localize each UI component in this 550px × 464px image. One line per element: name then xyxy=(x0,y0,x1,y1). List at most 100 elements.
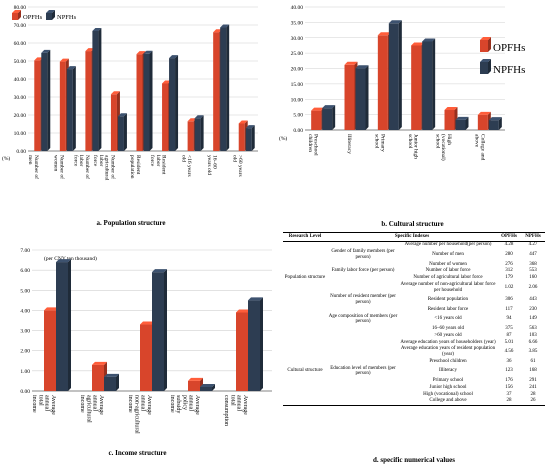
cell-opfhs: 280 xyxy=(505,251,513,257)
cell-level xyxy=(283,326,327,333)
cell-npfhs: 61 xyxy=(530,358,536,364)
category-label: Averageannualpolicysubsidyincome xyxy=(169,395,200,415)
table-row: Age composition of members (per person) <… xyxy=(283,313,545,326)
y-tick-label: 80.00 xyxy=(14,5,27,11)
cell-index: Illiteracy xyxy=(438,368,458,374)
cell-group xyxy=(327,326,399,333)
cell-npfhs: 168 xyxy=(529,368,537,374)
category-label: Junior highschool xyxy=(407,134,419,159)
legend-opfhs: OPFHs xyxy=(480,37,525,54)
cell-opfhs: 117 xyxy=(505,306,513,312)
category-label: Averageannualnon-agriculturalincome xyxy=(127,395,152,434)
cell-opfhs: 36 xyxy=(506,358,512,364)
cell-index: <16 years old xyxy=(434,316,462,322)
cell-npfhs: 149 xyxy=(529,316,537,322)
bar-npfhs-2 xyxy=(92,27,102,151)
category-label: Illiteracy xyxy=(346,134,352,154)
bar-npfhs-8 xyxy=(245,125,255,151)
category-label: Number ofmen xyxy=(27,155,40,179)
cell-group xyxy=(327,241,399,248)
header-research-level: Research Level xyxy=(283,232,327,242)
cell-group xyxy=(327,358,399,365)
table-row: Primary school 176 291 xyxy=(283,378,545,385)
y-tick-label: 50.00 xyxy=(14,59,27,65)
cell-index: Number of women xyxy=(429,261,467,267)
table-row: >60 years old 87 103 xyxy=(283,332,545,339)
y-tick-label: 10.00 xyxy=(291,97,304,103)
numerical-values-table-panel: Research Level Specific Indexes OPFHs NP… xyxy=(283,232,545,464)
y-tick-label: 4.00 xyxy=(20,308,30,314)
legend-label: NPFHs xyxy=(57,14,77,21)
y-tick-label: 2.00 xyxy=(20,349,30,355)
cell-group: Gender of family members (per person) xyxy=(331,249,395,260)
y-tick-label: 35.00 xyxy=(291,20,304,26)
cell-group: Age composition of members (per person) xyxy=(328,313,398,325)
population-chart-svg: 0.00 10.00 20.00 30.00 40.00 50.00 60.00 70.00 8… xyxy=(2,5,258,181)
cell-level xyxy=(283,339,327,346)
bar-npfhs-5 xyxy=(169,55,179,152)
table-row: Average number per household(per person)… xyxy=(283,241,545,248)
cell-index: Number of men xyxy=(432,251,464,257)
cell-index: Preschool children xyxy=(429,358,467,364)
cell-index: Primary school xyxy=(432,378,464,383)
cell-group xyxy=(327,346,399,359)
cell-group xyxy=(327,332,399,339)
cell-index: College and above xyxy=(399,397,497,406)
cell-level xyxy=(283,249,327,262)
cultural-chart-svg: 0.00 5.00 10.00 15.00 20.00 25.00 30.00 35.00 40… xyxy=(279,5,525,161)
cell-group xyxy=(327,306,399,313)
y-tick-label: 6.00 xyxy=(20,268,30,274)
table-row: 16–60 years old 375 563 xyxy=(283,326,545,333)
cell-level xyxy=(283,397,327,406)
y-tick-label: 10.00 xyxy=(14,131,27,137)
y-tick-label: 5.00 xyxy=(293,113,303,119)
y-tick-label: 30.00 xyxy=(14,95,27,101)
cell-level: Population structure xyxy=(284,275,326,280)
cell-group xyxy=(327,397,399,406)
header-npfhs: NPFHs xyxy=(521,232,545,242)
table-caption: d. specific numerical values xyxy=(372,456,456,464)
y-tick-label: 70.00 xyxy=(14,23,27,29)
cell-opfhs: 375 xyxy=(505,326,513,331)
cell-level: Cultural structure xyxy=(287,368,323,374)
category-label: Averageannualtotalconsumption xyxy=(223,395,248,426)
y-tick-label: 0.00 xyxy=(16,149,26,155)
cell-npfhs: 368 xyxy=(529,261,537,267)
cell-index: >60 years old xyxy=(434,332,462,338)
y-tick-label: 40.00 xyxy=(14,77,27,83)
bar-npfhs-3 xyxy=(117,113,127,151)
category-label: 16–60years old xyxy=(206,155,218,175)
cell-npfhs: 443 xyxy=(529,297,537,303)
header-specific-indexes: Specific Indexes xyxy=(327,232,497,242)
y-tick-label: 5.00 xyxy=(20,288,30,294)
cell-npfhs: 291 xyxy=(529,378,537,383)
cell-opfhs: 28 xyxy=(497,397,521,406)
cell-opfhs: 87 xyxy=(506,332,512,338)
y-tick-label: 15.00 xyxy=(291,82,304,88)
cell-index: Average number of non-agricultural labor… xyxy=(400,281,496,293)
category-label: Number ofagriculturallaborforce xyxy=(92,155,116,181)
table-row: Average number of non-agricultural labor… xyxy=(283,281,545,294)
bar-npfhs-1 xyxy=(355,65,369,130)
cell-opfhs: 176 xyxy=(505,378,513,383)
table-body: Average number per household(per person)… xyxy=(283,241,545,406)
category-label: Number ofwomen xyxy=(53,155,66,179)
legend-swatch xyxy=(480,59,491,74)
table-row: Junior high school 156 241 xyxy=(283,384,545,391)
cell-npfhs: 553 xyxy=(529,268,537,274)
table-row: College and above 28 26 xyxy=(283,397,545,406)
category-label: High(vocational)school xyxy=(434,134,452,161)
unit-label: (%) xyxy=(279,135,287,142)
cell-group: Family labor force (per person) xyxy=(331,268,395,274)
table-row: Resident labor force 117 230 xyxy=(283,306,545,313)
y-tick-label: 40.00 xyxy=(291,5,304,11)
cell-npfhs: 3.85 xyxy=(528,349,538,355)
cell-opfhs: 4.28 xyxy=(504,242,514,248)
cell-group: Number of resident member (per person) xyxy=(330,294,396,305)
y-tick-label: 25.00 xyxy=(291,51,304,57)
cell-index: Average education years of householders … xyxy=(400,339,496,345)
income-chart-caption: c. Income structure xyxy=(108,449,167,457)
cultural-structure-chart: 0.00 5.00 10.00 15.00 20.00 25.00 30.00 35.00 40… xyxy=(275,0,550,230)
cell-opfhs: 123 xyxy=(505,368,513,374)
legend-swatch xyxy=(12,10,21,20)
